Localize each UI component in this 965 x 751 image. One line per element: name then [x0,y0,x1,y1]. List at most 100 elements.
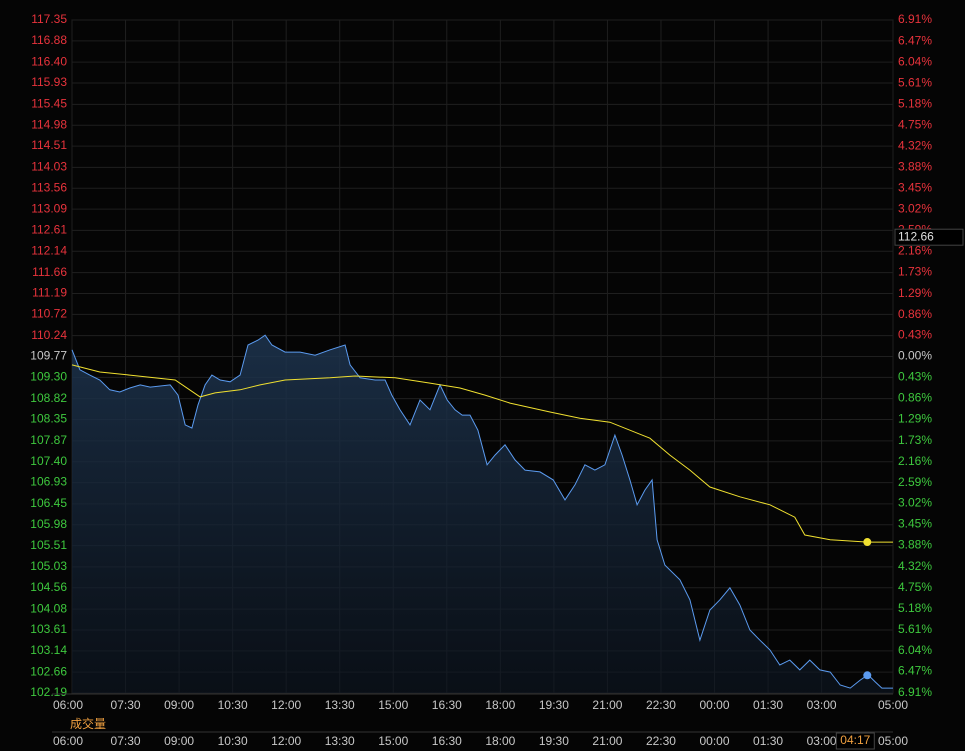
volume-x-tick-label: 19:30 [539,734,569,748]
x-tick-label: 07:30 [111,698,141,712]
crosshair-y-box [894,228,964,246]
volume-x-tick-label: 13:30 [325,734,355,748]
volume-x-tick-label: 07:30 [111,734,141,748]
x-tick-label: 22:30 [646,698,676,712]
x-tick-label: 05:00 [878,698,908,712]
y2-tick-label: 6.47% [898,664,932,678]
y2-tick-label: 2.16% [898,243,932,257]
crosshair-y-label: 112.66 [898,229,934,243]
y-tick-label: 110.24 [31,328,67,342]
y-tick-label: 102.66 [30,664,67,678]
y-tick-label: 113.09 [31,201,67,215]
volume-x-tick-label: 21:00 [592,734,622,748]
volume-x-tick-label: 01:30 [753,734,783,748]
volume-x-tick-label: 03:00 [807,734,837,748]
hover-dot [863,671,872,680]
x-tick-label: 00:00 [700,698,730,712]
y-tick-label: 115.93 [31,75,67,89]
y-tick-label: 108.35 [30,412,67,426]
y-tick-label: 104.56 [30,580,67,594]
volume-x-tick-label: 10:30 [218,734,248,748]
y2-tick-label: 3.45% [898,517,932,531]
x-tick-label: 15:00 [378,698,408,712]
y-tick-label: 105.51 [30,538,67,552]
y-tick-label: 116.88 [31,33,67,47]
y2-tick-label: 1.73% [898,433,932,447]
crosshair-x-label: 04:17 [840,733,870,747]
y-tick-label: 115.45 [31,97,67,111]
y2-tick-label: 6.04% [898,643,932,657]
volume-x-tick-label: 00:00 [700,734,730,748]
y2-tick-label: 6.91% [898,12,932,26]
x-tick-label: 19:30 [539,698,569,712]
y2-tick-label: 0.00% [898,349,932,363]
y-tick-label: 114.98 [31,117,67,131]
hover-dot [863,538,872,547]
volume-x-tick-label: 06:00 [53,734,83,748]
y-tick-label: 102.19 [30,685,67,699]
y2-tick-label: 0.86% [898,307,932,321]
y-tick-label: 107.40 [30,454,67,468]
volume-x-tick-label: 18:00 [485,734,515,748]
y-tick-label: 106.45 [30,496,67,510]
y2-tick-label: 3.88% [898,538,932,552]
y2-tick-label: 0.43% [898,328,932,342]
y2-tick-label: 3.88% [898,160,932,174]
y-tick-label: 109.77 [30,349,67,363]
y2-tick-label: 6.47% [898,34,932,48]
x-tick-label: 13:30 [325,698,355,712]
y-tick-label: 112.61 [31,223,67,237]
y2-tick-label: 3.02% [898,202,932,216]
y-tick-label: 103.61 [30,622,67,636]
area [72,335,893,693]
volume-x-tick-label: 12:00 [271,734,301,748]
y2-tick-label: 1.29% [898,411,932,425]
y2-tick-label: 5.18% [898,601,932,615]
volume-x-tick-label: 15:00 [378,734,408,748]
y2-tick-label: 5.61% [898,622,932,636]
volume-x-tick-label: 09:00 [164,734,194,748]
y-tick-label: 111.19 [32,286,67,300]
y2-tick-label: 2.59% [898,475,932,489]
x-tick-label: 09:00 [164,698,194,712]
y2-tick-label: 0.86% [898,391,932,405]
y-tick-label: 106.93 [30,475,67,489]
y-tick-label: 113.56 [31,180,67,194]
y2-tick-label: 1.29% [898,286,932,300]
x-tick-label: 12:00 [271,698,301,712]
volume-x-tick-label: 05:00 [878,734,908,748]
y-tick-label: 105.98 [30,517,67,531]
y2-tick-label: 1.73% [898,264,932,278]
volume-x-tick-label: 16:30 [432,734,462,748]
crosshair-x-box [835,732,875,750]
y-tick-label: 103.14 [30,643,67,657]
y2-tick-label: 4.32% [898,138,932,152]
x-tick-label: 03:00 [807,698,837,712]
y-tick-label: 114.51 [31,138,67,152]
x-tick-label: 06:00 [53,698,83,712]
y-tick-label: 105.03 [30,559,67,573]
y-tick-label: 110.72 [31,306,67,320]
y2-tick-label: 4.75% [898,117,932,131]
x-tick-label: 01:30 [753,698,783,712]
y-tick-label: 114.03 [31,160,67,174]
y-tick-label: 104.08 [30,601,67,615]
y2-tick-label: 2.16% [898,454,932,468]
y-tick-label: 111.66 [32,265,67,279]
x-tick-label: 21:00 [592,698,622,712]
x-tick-label: 18:00 [485,698,515,712]
line [71,364,893,543]
x-tick-label: 16:30 [432,698,462,712]
y-tick-label: 107.87 [30,433,67,447]
y2-tick-label: 0.43% [898,370,932,384]
y-tick-label: 116.40 [31,54,67,68]
y-tick-label: 108.82 [30,391,67,405]
y-tick-label: 109.30 [30,370,67,384]
y-tick-label: 117.35 [31,12,67,26]
x-tick-label: 10:30 [218,698,248,712]
y2-tick-label: 3.02% [898,496,932,510]
y2-tick-label: 4.32% [898,559,932,573]
y2-tick-label: 4.75% [898,580,932,594]
line [71,334,893,689]
